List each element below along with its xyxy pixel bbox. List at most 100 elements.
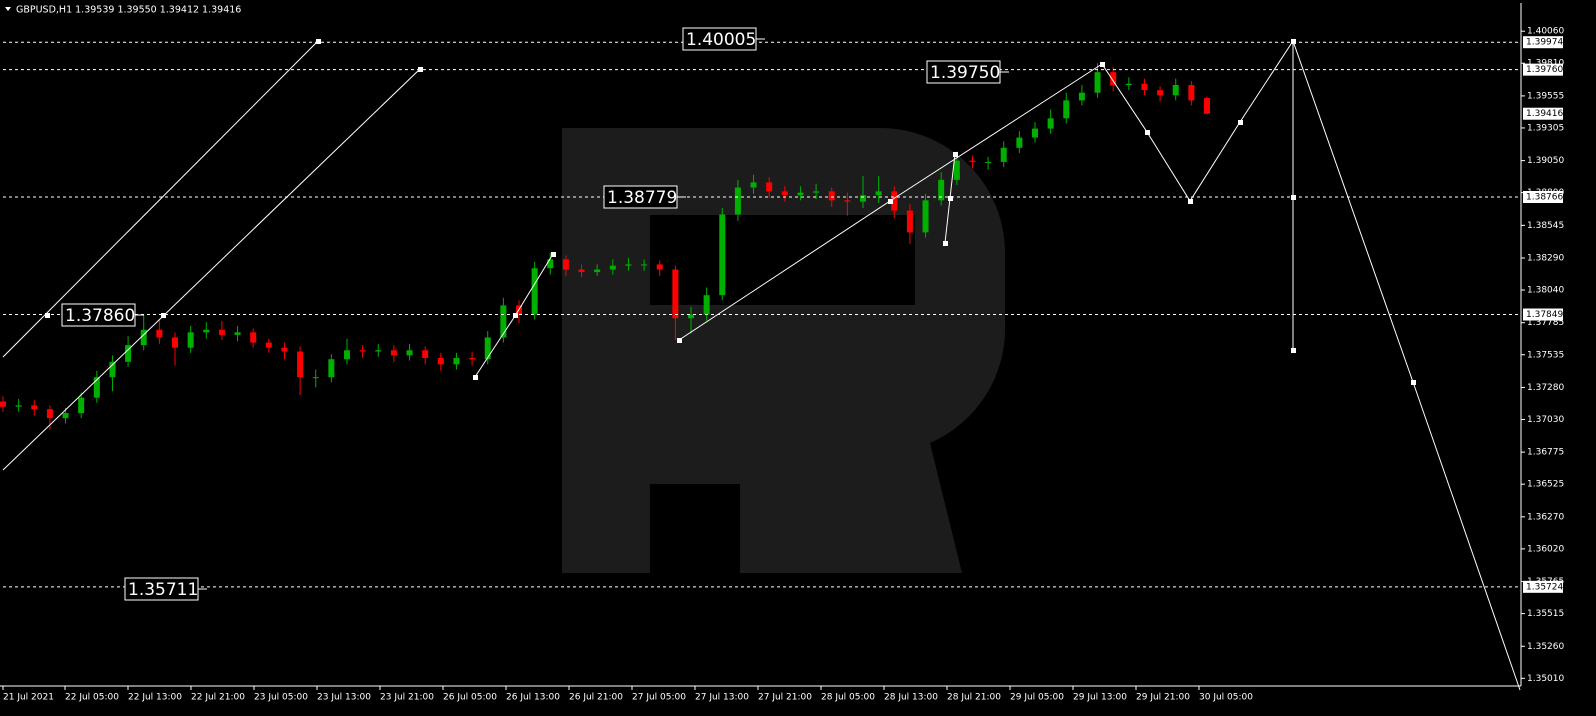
candle-body	[594, 269, 601, 273]
x-tick-label: 28 Jul 05:00	[821, 693, 875, 703]
candle-body	[922, 200, 929, 233]
marker	[1291, 348, 1296, 353]
candle-body	[1204, 97, 1210, 114]
plot	[0, 63, 1210, 430]
candle-body	[531, 268, 538, 315]
level-label: 1.39760	[1526, 65, 1563, 75]
annotation: 1.35711	[128, 580, 198, 600]
candle-body	[109, 361, 116, 378]
y-tick-label: 1.38290	[1527, 254, 1564, 264]
level-label-box	[1523, 63, 1563, 76]
y-tick-label: 1.37785	[1527, 318, 1564, 328]
watermark	[562, 128, 1006, 573]
x-tick-label: 23 Jul 05:00	[254, 693, 308, 703]
y-tick-label: 1.36020	[1527, 544, 1564, 554]
annotation: 1.37860	[65, 306, 135, 326]
x-tick-label: 26 Jul 05:00	[443, 693, 497, 703]
markers	[45, 39, 1416, 385]
candle-body	[985, 161, 992, 163]
candle-body	[938, 179, 945, 201]
candle-body	[781, 191, 788, 196]
candle-body	[172, 337, 178, 348]
candle-body	[281, 347, 288, 352]
y-tick-label: 1.39050	[1527, 156, 1564, 166]
y-tick-label: 1.35515	[1527, 609, 1564, 619]
candle-body	[359, 350, 366, 352]
x-tick-label: 27 Jul 13:00	[695, 693, 749, 703]
annotation: 1.39750	[930, 63, 1000, 83]
x-tick-label: 27 Jul 21:00	[758, 693, 812, 703]
candle-body	[562, 259, 569, 270]
level-label: 1.35724	[1526, 582, 1563, 592]
marker	[161, 313, 166, 318]
candle-body	[766, 182, 773, 192]
x-tick-label: 29 Jul 21:00	[1136, 693, 1190, 703]
candle-body	[62, 413, 69, 419]
y-tick-label: 1.36525	[1527, 480, 1564, 490]
x-tick-label: 30 Jul 05:00	[1199, 693, 1253, 703]
candle-body	[953, 160, 960, 180]
candle-body	[1157, 90, 1164, 96]
candle-body	[93, 377, 100, 398]
candle-body	[390, 350, 397, 356]
x-tick-label: 22 Jul 05:00	[65, 693, 119, 703]
marker	[1100, 62, 1105, 67]
marker	[1145, 130, 1150, 135]
candle-body	[609, 265, 616, 270]
x-tick-label: 23 Jul 21:00	[380, 693, 434, 703]
candle-body	[688, 314, 694, 319]
candle-body	[1094, 72, 1101, 93]
candle-body	[250, 332, 257, 343]
level-label-box	[1523, 191, 1563, 204]
candle-body	[844, 200, 851, 202]
marker	[1188, 199, 1193, 204]
candle-body	[1047, 118, 1054, 129]
marker	[513, 313, 518, 318]
candle-body	[406, 350, 413, 356]
menu-arrow[interactable]	[5, 7, 11, 11]
candle-body	[734, 187, 741, 215]
level-label-box	[1523, 36, 1563, 49]
x-tick-label: 28 Jul 13:00	[884, 693, 938, 703]
candle-body	[265, 342, 272, 348]
x-tick-label: 29 Jul 05:00	[1010, 693, 1064, 703]
candle-body	[31, 405, 38, 410]
y-tick-label: 1.40060	[1527, 27, 1564, 37]
candle-body	[125, 345, 132, 362]
candle-body	[203, 329, 210, 333]
level-label: 1.39974	[1526, 38, 1563, 48]
marker	[418, 67, 423, 72]
candle-body	[813, 191, 820, 193]
candle-body	[437, 357, 444, 365]
y-tick-label: 1.37030	[1527, 415, 1564, 425]
candle-body	[1172, 85, 1179, 96]
candle-body	[547, 259, 554, 269]
channel-line	[2, 40, 319, 358]
marker	[316, 39, 321, 44]
annotation: 1.38779	[607, 188, 677, 208]
marker	[948, 196, 953, 201]
overlay: 1.40005 1.39750 1.38779 1.37860 1.35711	[3, 27, 1521, 601]
candle-body	[46, 409, 53, 419]
candle-body	[0, 401, 6, 407]
candle-body	[312, 377, 319, 379]
chart-title: GBPUSD,H1 1.39539 1.39550 1.39412 1.3941…	[16, 5, 241, 16]
candle-body	[234, 332, 241, 335]
candle-body	[140, 329, 147, 346]
annotation: 1.40005	[686, 30, 756, 50]
candle-body	[1125, 83, 1132, 86]
x-tick-label: 28 Jul 21:00	[947, 693, 1001, 703]
candle-body	[1016, 137, 1023, 148]
candle-body	[15, 405, 22, 407]
candle-body	[625, 264, 632, 266]
candle-body	[875, 191, 882, 196]
candle-body	[1063, 100, 1070, 119]
candle-body	[828, 191, 835, 201]
y-tick-label: 1.35010	[1527, 674, 1564, 684]
x-tick-label: 26 Jul 21:00	[569, 693, 623, 703]
channel-line	[2, 68, 421, 471]
candle-body	[906, 210, 913, 233]
marker	[943, 241, 948, 246]
candle-body	[1078, 92, 1085, 101]
x-tick-label: 22 Jul 13:00	[128, 693, 182, 703]
